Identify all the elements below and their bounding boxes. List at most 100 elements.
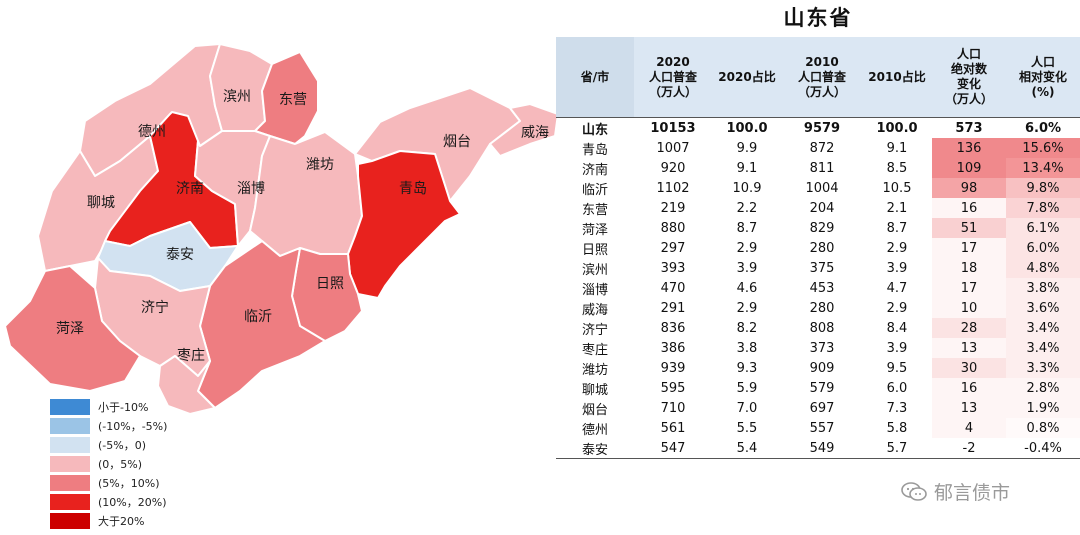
cell-rel: 1.9% <box>1006 398 1080 418</box>
cell-name: 东营 <box>581 202 608 218</box>
cell-name: 菏泽 <box>581 222 608 238</box>
region-heze[interactable] <box>4 265 141 392</box>
cell-s2010: 3.9 <box>886 260 908 276</box>
cell-s2010: 8.4 <box>886 320 908 336</box>
table-header-cell: 省/市 <box>556 37 634 118</box>
legend-item: (0，5%) <box>50 454 167 473</box>
table-row: 日照 297 2.9 280 2.9 17 6.0% <box>556 238 1080 258</box>
table-row: 烟台 710 7.0 697 7.3 13 1.9% <box>556 398 1080 418</box>
region-weihai[interactable] <box>489 103 559 157</box>
map-label-taian: 泰安 <box>166 247 194 263</box>
cell-p2010: 280 <box>809 300 835 316</box>
header-line: 2010占比 <box>868 69 926 84</box>
header-line: （万人） <box>797 84 846 99</box>
table-header-cell: 人口 相对变化 (%) <box>1006 37 1080 118</box>
map-label-jining: 济宁 <box>141 299 169 316</box>
cell-name: 聊城 <box>581 382 608 398</box>
map-label-weihai: 威海 <box>521 125 549 141</box>
cell-rel: 6.0% <box>1024 120 1062 136</box>
cell-p2020: 386 <box>660 340 686 356</box>
legend-item: (-5%，0) <box>50 435 167 454</box>
cell-p2010: 375 <box>809 260 835 276</box>
map-label-jinan: 济南 <box>176 181 204 197</box>
map-label-dezhou: 德州 <box>138 124 166 140</box>
cell-name: 烟台 <box>581 402 608 418</box>
cell-name: 淄博 <box>581 282 608 298</box>
table-row: 淄博 470 4.6 453 4.7 17 3.8% <box>556 278 1080 298</box>
cell-abs: 136 <box>932 138 1006 158</box>
cell-p2020: 10153 <box>650 120 696 136</box>
cell-s2020: 5.4 <box>712 438 782 459</box>
legend-item: (10%，20%) <box>50 492 167 511</box>
legend-label: (5%，10%) <box>98 476 160 490</box>
watermark-text: 郁言债市 <box>934 482 1011 504</box>
cell-abs: 109 <box>932 158 1006 178</box>
table-row: 威海 291 2.9 280 2.9 10 3.6% <box>556 298 1080 318</box>
cell-p2020: 393 <box>660 260 686 276</box>
map-label-zibo: 淄博 <box>237 180 265 197</box>
map-label-binzhou: 滨州 <box>223 89 251 105</box>
cell-name: 山东 <box>581 122 608 138</box>
region-qingdao[interactable] <box>347 150 461 299</box>
cell-p2020: 547 <box>634 438 712 459</box>
cell-p2010: 909 <box>809 360 835 376</box>
legend-label: (0，5%) <box>98 457 143 471</box>
cell-abs: 17 <box>932 278 1006 298</box>
header-line: 人口 <box>1030 54 1055 69</box>
cell-s2020: 9.1 <box>736 160 758 176</box>
header-line: (%) <box>1031 84 1055 99</box>
cell-name: 枣庄 <box>581 342 608 358</box>
cell-s2010: 2.9 <box>886 300 908 316</box>
cell-name: 日照 <box>581 242 608 258</box>
cell-p2020: 939 <box>660 360 686 376</box>
cell-name: 济宁 <box>581 322 608 338</box>
cell-rel: 6.0% <box>1006 238 1080 258</box>
map-label-liaocheng: 聊城 <box>87 195 115 211</box>
region-zaozhuang[interactable] <box>157 355 216 415</box>
table-row: 济宁 836 8.2 808 8.4 28 3.4% <box>556 318 1080 338</box>
header-line: 人口普查 <box>797 69 846 84</box>
header-line: 变化 <box>956 77 981 91</box>
cell-p2010: 579 <box>809 380 835 396</box>
cell-name: 济南 <box>581 162 608 178</box>
map-label-qingdao: 青岛 <box>399 181 427 197</box>
cell-s2010: 9.5 <box>886 360 908 376</box>
cell-p2010: 872 <box>809 140 835 156</box>
cell-name: 威海 <box>581 302 608 318</box>
header-line: 绝对数 <box>950 62 987 76</box>
cell-s2010: 9.1 <box>886 140 908 156</box>
legend-label: 小于-10% <box>98 400 149 414</box>
header-line: 人口普查 <box>648 69 697 84</box>
cell-abs: 13 <box>932 398 1006 418</box>
cell-s2010: 8.7 <box>886 220 908 236</box>
cell-p2020: 836 <box>660 320 686 336</box>
cell-abs: 4 <box>932 418 1006 438</box>
cell-p2020: 1007 <box>656 140 690 156</box>
legend-swatch <box>50 436 90 453</box>
cell-p2010: 557 <box>809 420 835 436</box>
legend-swatch <box>50 398 90 415</box>
cell-rel: -0.4% <box>1006 438 1080 459</box>
cell-s2020: 5.5 <box>736 420 758 436</box>
cell-p2020: 880 <box>660 220 686 236</box>
table-row: 聊城 595 5.9 579 6.0 16 2.8% <box>556 378 1080 398</box>
header-line: （万人） <box>944 92 993 106</box>
region-weifang[interactable] <box>249 131 363 257</box>
cell-rel: 3.4% <box>1006 318 1080 338</box>
cell-abs: 18 <box>932 258 1006 278</box>
cell-rel: 3.8% <box>1006 278 1080 298</box>
map-label-heze: 菏泽 <box>56 321 84 337</box>
legend-item: (5%，10%) <box>50 473 167 492</box>
table-header-cell: 2020占比 <box>712 37 782 118</box>
cell-abs: 10 <box>932 298 1006 318</box>
cell-abs: 28 <box>932 318 1006 338</box>
cell-s2020: 9.3 <box>736 360 758 376</box>
cell-s2020: 5.9 <box>736 380 758 396</box>
map-label-dongying: 东营 <box>279 92 307 108</box>
cell-p2010: 453 <box>809 280 835 296</box>
table-row: 潍坊 939 9.3 909 9.5 30 3.3% <box>556 358 1080 378</box>
legend-label: (-5%，0) <box>98 438 147 452</box>
cell-abs: 13 <box>932 338 1006 358</box>
header-line: 2020占比 <box>718 69 776 84</box>
table-row: 德州 561 5.5 557 5.8 4 0.8% <box>556 418 1080 438</box>
